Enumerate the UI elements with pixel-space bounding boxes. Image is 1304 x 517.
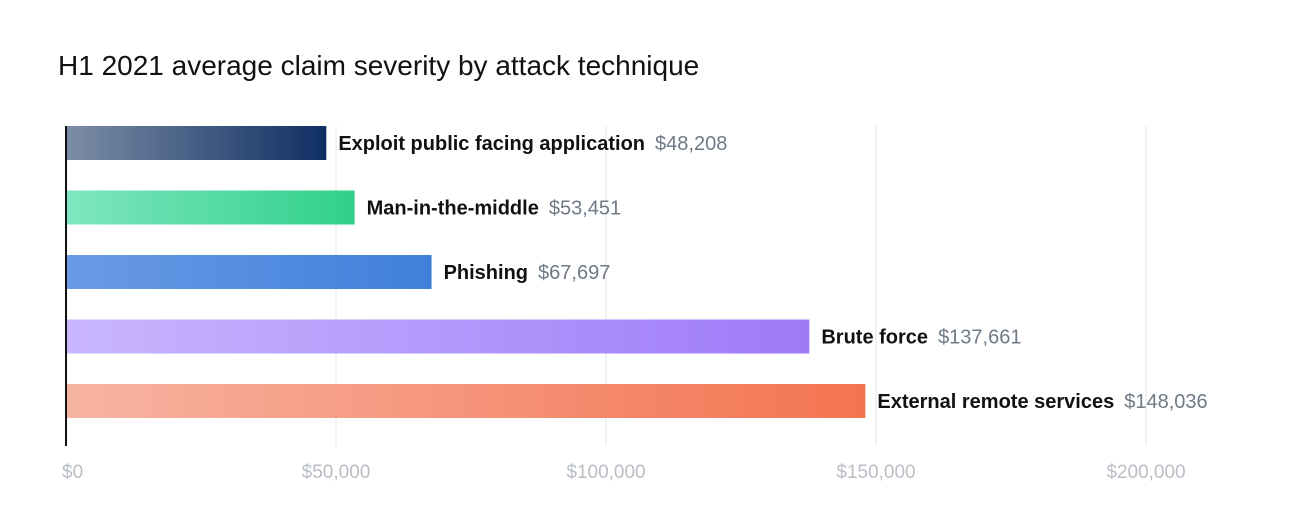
bar-value-label: $53,451 <box>549 198 621 220</box>
bar-category-label: Brute force <box>821 327 928 349</box>
x-tick-label: $50,000 <box>302 462 371 483</box>
bar-category-label: External remote services <box>877 391 1114 413</box>
x-tick-label: $150,000 <box>836 462 915 483</box>
bar <box>66 126 327 160</box>
bar-category-label: Man-in-the-middle <box>367 198 539 220</box>
chart-title: H1 2021 average claim severity by attack… <box>58 50 700 81</box>
bar-value-label: $137,661 <box>938 327 1021 349</box>
x-tick-label: $0 <box>62 462 83 483</box>
bar <box>66 319 810 354</box>
bar-category-label: Phishing <box>444 262 528 284</box>
bar <box>66 384 866 418</box>
bar-value-label: $48,208 <box>655 133 727 155</box>
bar <box>66 190 355 225</box>
bar <box>66 255 432 289</box>
x-axis-ticks: $0 $50,000 $100,000 $150,000 $200,000 <box>62 462 1186 483</box>
bar-category-label: Exploit public facing application <box>338 133 645 155</box>
bars-group: Exploit public facing application $48,208… <box>66 126 1208 418</box>
bar-value-label: $148,036 <box>1124 391 1207 413</box>
x-tick-label: $100,000 <box>566 462 645 483</box>
bar-value-label: $67,697 <box>538 262 610 284</box>
x-tick-label: $200,000 <box>1106 462 1185 483</box>
